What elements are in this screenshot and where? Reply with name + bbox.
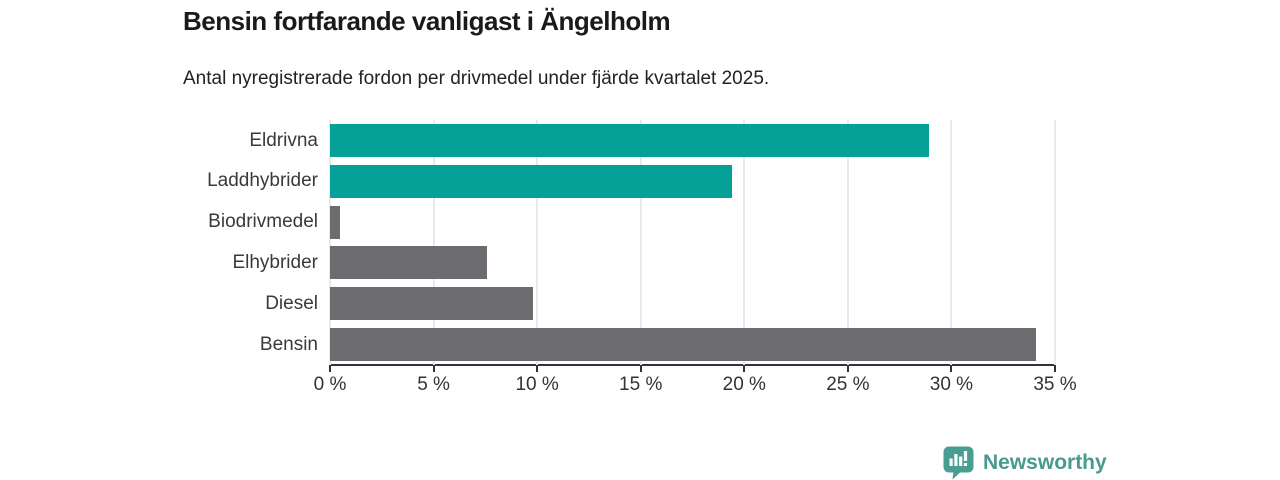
x-tick-label-5: 5 % <box>417 374 450 395</box>
bar-elhybrider <box>330 246 488 280</box>
category-label-biodrivmedel: Biodrivmedel <box>208 211 318 233</box>
gridline-25 <box>846 120 849 365</box>
x-tick-label-15: 15 % <box>619 374 663 395</box>
x-tick-mark-10 <box>536 366 539 372</box>
x-tick-mark-25 <box>846 366 849 372</box>
newsworthy-brand-text: Newsworthy <box>983 451 1107 474</box>
x-tick-mark-0 <box>329 366 331 372</box>
x-tick-label-10: 10 % <box>515 374 559 395</box>
x-axis-line <box>329 364 1056 366</box>
x-tick-mark-30 <box>950 366 953 372</box>
x-tick-label-25: 25 % <box>826 374 870 395</box>
gridline-15 <box>639 120 642 365</box>
bar-diesel <box>330 287 533 321</box>
x-tick-label-20: 20 % <box>722 374 766 395</box>
newsworthy-barchart-pin-icon <box>943 446 974 480</box>
bar-laddhybrider <box>330 164 732 198</box>
gridline-30 <box>950 120 953 365</box>
category-label-eldrivna: Eldrivna <box>249 129 318 151</box>
chart-subtitle: Antal nyregistrerade fordon per drivmede… <box>183 68 770 89</box>
bar-bensin <box>330 328 1037 361</box>
category-label-diesel: Diesel <box>265 292 318 314</box>
x-tick-mark-35 <box>1054 366 1056 372</box>
x-tick-label-35: 35 % <box>1033 374 1077 395</box>
x-tick-mark-15 <box>639 366 642 372</box>
bar-eldrivna <box>330 124 929 157</box>
category-label-bensin: Bensin <box>259 333 318 355</box>
category-label-laddhybrider: Laddhybrider <box>207 170 318 192</box>
x-tick-label-30: 30 % <box>929 374 974 395</box>
newsworthy-logo: Newsworthy <box>943 446 1107 480</box>
category-label-elhybrider: Elhybrider <box>232 251 318 273</box>
gridline-10 <box>536 120 539 365</box>
x-tick-label-0: 0 % <box>313 374 347 395</box>
gridline-0 <box>329 120 331 365</box>
gridline-20 <box>743 120 746 365</box>
chart-title: Bensin fortfarande vanligast i Ängelholm <box>183 6 671 36</box>
bar-biodrivmedel <box>330 205 341 239</box>
gridline-35 <box>1054 120 1056 365</box>
x-tick-mark-20 <box>743 366 746 372</box>
gridline-5 <box>432 120 435 365</box>
x-tick-mark-5 <box>432 366 435 372</box>
